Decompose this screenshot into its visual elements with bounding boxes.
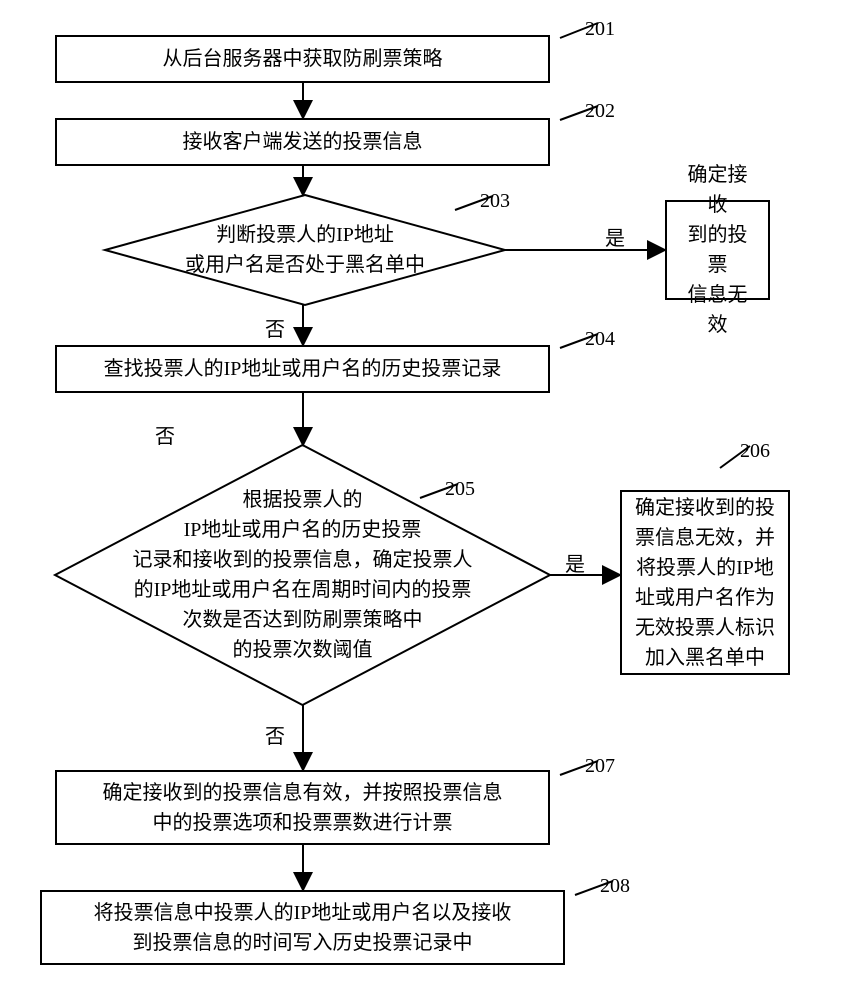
- node-204: 查找投票人的IP地址或用户名的历史投票记录: [55, 345, 550, 393]
- node-202: 接收客户端发送的投票信息: [55, 118, 550, 166]
- node-207-text: 确定接收到的投票信息有效，并按照投票信息 中的投票选项和投票票数进行计票: [103, 778, 503, 838]
- edge-label-no-2: 否: [265, 720, 285, 749]
- step-label-206: 206: [740, 440, 770, 463]
- node-201-text: 从后台服务器中获取防刷票策略: [163, 44, 443, 74]
- node-201: 从后台服务器中获取防刷票策略: [55, 35, 550, 83]
- node-203-text: 判断投票人的IP地址 或用户名是否处于黑名单中: [185, 220, 425, 280]
- edge-label-yes-1: 是: [605, 222, 625, 251]
- node-206-text: 确定接收到的投 票信息无效，并 将投票人的IP地 址或用户名作为 无效投票人标识…: [635, 493, 775, 673]
- node-203-yes-text: 确定接收 到的投票 信息无效: [679, 160, 756, 340]
- node-205-text: 根据投票人的 IP地址或用户名的历史投票 记录和接收到的投票信息，确定投票人 的…: [133, 485, 473, 665]
- node-205: 根据投票人的 IP地址或用户名的历史投票 记录和接收到的投票信息，确定投票人 的…: [55, 445, 550, 705]
- step-label-201: 201: [585, 18, 615, 41]
- node-206: 确定接收到的投 票信息无效，并 将投票人的IP地 址或用户名作为 无效投票人标识…: [620, 490, 790, 675]
- node-204-text: 查找投票人的IP地址或用户名的历史投票记录: [104, 354, 502, 384]
- edge-label-no-1b: 否: [155, 420, 175, 449]
- node-208: 将投票信息中投票人的IP地址或用户名以及接收 到投票信息的时间写入历史投票记录中: [40, 890, 565, 965]
- node-203-yes: 确定接收 到的投票 信息无效: [665, 200, 770, 300]
- step-label-208: 208: [600, 875, 630, 898]
- step-label-205: 205: [445, 478, 475, 501]
- node-208-text: 将投票信息中投票人的IP地址或用户名以及接收 到投票信息的时间写入历史投票记录中: [94, 898, 512, 958]
- step-label-204: 204: [585, 328, 615, 351]
- edge-label-no-1: 否: [265, 313, 285, 342]
- node-202-text: 接收客户端发送的投票信息: [183, 127, 423, 157]
- edge-label-yes-2: 是: [565, 548, 585, 577]
- step-label-207: 207: [585, 755, 615, 778]
- step-label-202: 202: [585, 100, 615, 123]
- node-203: 判断投票人的IP地址 或用户名是否处于黑名单中: [105, 195, 505, 305]
- node-207: 确定接收到的投票信息有效，并按照投票信息 中的投票选项和投票票数进行计票: [55, 770, 550, 845]
- step-label-203: 203: [480, 190, 510, 213]
